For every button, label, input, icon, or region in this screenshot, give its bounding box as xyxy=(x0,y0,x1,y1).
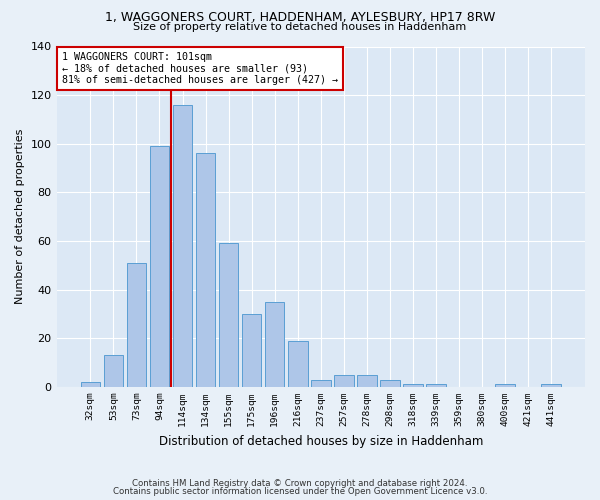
Text: 1, WAGGONERS COURT, HADDENHAM, AYLESBURY, HP17 8RW: 1, WAGGONERS COURT, HADDENHAM, AYLESBURY… xyxy=(105,11,495,24)
X-axis label: Distribution of detached houses by size in Haddenham: Distribution of detached houses by size … xyxy=(158,434,483,448)
Bar xyxy=(403,384,423,387)
Bar xyxy=(80,382,100,387)
Bar xyxy=(219,244,238,387)
Text: Size of property relative to detached houses in Haddenham: Size of property relative to detached ho… xyxy=(133,22,467,32)
Bar xyxy=(196,154,215,387)
Text: Contains HM Land Registry data © Crown copyright and database right 2024.: Contains HM Land Registry data © Crown c… xyxy=(132,479,468,488)
Bar xyxy=(265,302,284,387)
Bar xyxy=(496,384,515,387)
Bar xyxy=(173,105,193,387)
Bar xyxy=(334,374,353,387)
Bar xyxy=(104,355,123,387)
Bar xyxy=(127,263,146,387)
Bar xyxy=(242,314,262,387)
Bar xyxy=(357,374,377,387)
Bar xyxy=(380,380,400,387)
Bar xyxy=(541,384,561,387)
Text: 1 WAGGONERS COURT: 101sqm
← 18% of detached houses are smaller (93)
81% of semi-: 1 WAGGONERS COURT: 101sqm ← 18% of detac… xyxy=(62,52,338,85)
Bar xyxy=(288,340,308,387)
Bar xyxy=(311,380,331,387)
Bar xyxy=(426,384,446,387)
Text: Contains public sector information licensed under the Open Government Licence v3: Contains public sector information licen… xyxy=(113,487,487,496)
Y-axis label: Number of detached properties: Number of detached properties xyxy=(15,129,25,304)
Bar xyxy=(149,146,169,387)
